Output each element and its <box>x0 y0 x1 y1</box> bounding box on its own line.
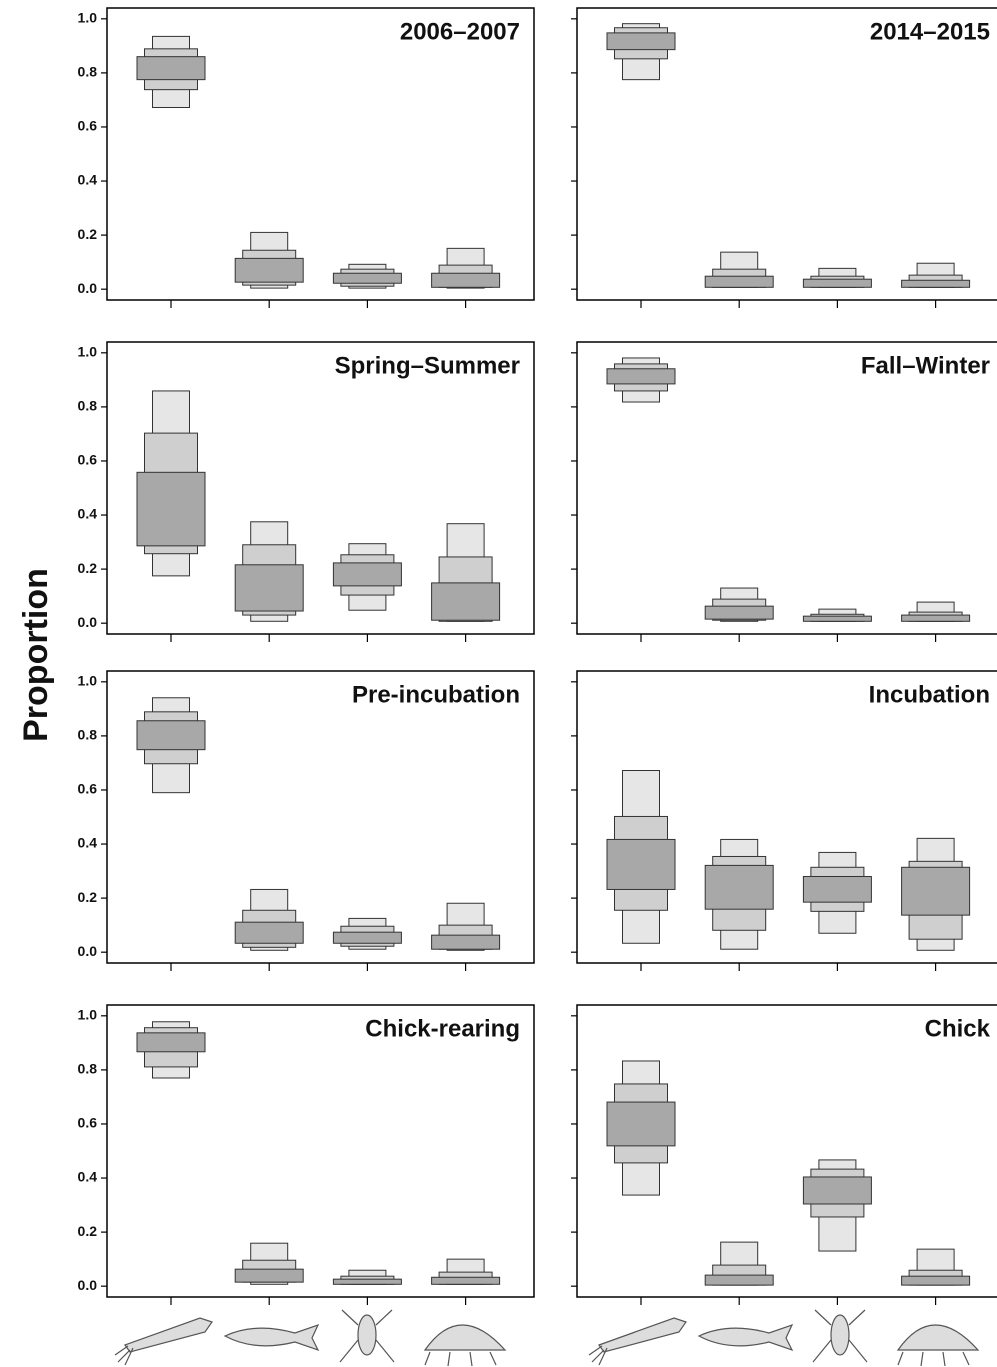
interval-inner <box>235 565 303 611</box>
interval-inner <box>137 472 205 546</box>
y-tick-label: 0.6 <box>78 781 98 797</box>
y-tick-label: 0.4 <box>78 506 98 522</box>
crustacean-icon <box>340 1310 394 1362</box>
fish-icon <box>225 1325 318 1350</box>
interval-inner <box>235 922 303 943</box>
interval-inner <box>333 932 401 943</box>
interval-inner <box>235 258 303 282</box>
crustacean-icon <box>813 1310 867 1362</box>
interval-inner <box>607 369 675 384</box>
panel-title: 2014–2015 <box>870 18 990 45</box>
interval-inner <box>705 865 773 909</box>
y-tick-label: 0.2 <box>78 560 98 576</box>
interval-inner <box>705 606 773 619</box>
interval-inner <box>705 1275 773 1285</box>
y-axis-label: Proportion <box>17 568 55 742</box>
y-tick-label: 0.6 <box>78 1115 98 1131</box>
interval-inner <box>432 1277 500 1284</box>
interval-inner <box>333 563 401 586</box>
interval-inner <box>803 876 871 902</box>
panel-title: Pre-incubation <box>352 681 520 708</box>
interval-inner <box>432 273 500 287</box>
interval-inner <box>137 1033 205 1052</box>
interval-inner <box>432 935 500 949</box>
panel-title: Chick <box>925 1015 991 1042</box>
y-tick-label: 1.0 <box>78 344 98 360</box>
panel-title: Chick-rearing <box>365 1015 520 1042</box>
interval-inner <box>235 1269 303 1282</box>
squid-icon <box>115 1318 212 1365</box>
y-tick-label: 0.4 <box>78 172 98 188</box>
interval-inner <box>607 839 675 889</box>
interval-inner <box>607 33 675 50</box>
y-tick-label: 0.2 <box>78 889 98 905</box>
y-tick-label: 1.0 <box>78 10 98 26</box>
interval-inner <box>607 1102 675 1146</box>
interval-inner <box>333 1279 401 1284</box>
y-tick-label: 0.4 <box>78 835 98 851</box>
y-tick-label: 0.0 <box>78 943 98 959</box>
y-tick-label: 0.8 <box>78 398 98 414</box>
squid-icon <box>589 1318 686 1365</box>
panel-title: Fall–Winter <box>861 352 990 379</box>
y-tick-label: 0.2 <box>78 1223 98 1239</box>
interval-inner <box>333 273 401 283</box>
y-tick-label: 0.6 <box>78 452 98 468</box>
y-tick-label: 1.0 <box>78 1007 98 1023</box>
y-tick-label: 0.0 <box>78 614 98 630</box>
y-tick-label: 0.0 <box>78 280 98 296</box>
figure: Proportion 2006–2007 0.0 0.2 0.4 0.6 0.8 1.0 20… <box>0 0 997 1367</box>
y-tick-label: 0.4 <box>78 1169 98 1185</box>
prey-icons <box>115 1310 978 1366</box>
interval-inner <box>705 276 773 287</box>
y-tick-label: 0.8 <box>78 727 98 743</box>
y-tick-label: 1.0 <box>78 673 98 689</box>
interval-inner <box>803 279 871 287</box>
interval-inner <box>902 1276 970 1285</box>
interval-inner <box>432 583 500 620</box>
y-tick-label: 0.2 <box>78 226 98 242</box>
interval-inner <box>902 615 970 621</box>
y-tick-label: 0.0 <box>78 1277 98 1293</box>
interval-inner <box>803 616 871 621</box>
panel-title: 2006–2007 <box>400 18 520 45</box>
y-tick-label: 0.8 <box>78 1061 98 1077</box>
panel-title: Incubation <box>869 681 990 708</box>
interval-inner <box>803 1177 871 1204</box>
y-tick-label: 0.8 <box>78 64 98 80</box>
jellyfish-icon <box>898 1325 978 1366</box>
panel-title: Spring–Summer <box>335 352 520 379</box>
interval-inner <box>902 280 970 287</box>
interval-inner <box>902 867 970 915</box>
y-tick-label: 0.6 <box>78 118 98 134</box>
fish-icon <box>699 1325 792 1350</box>
interval-inner <box>137 721 205 750</box>
jellyfish-icon <box>425 1325 505 1366</box>
interval-inner <box>137 57 205 80</box>
